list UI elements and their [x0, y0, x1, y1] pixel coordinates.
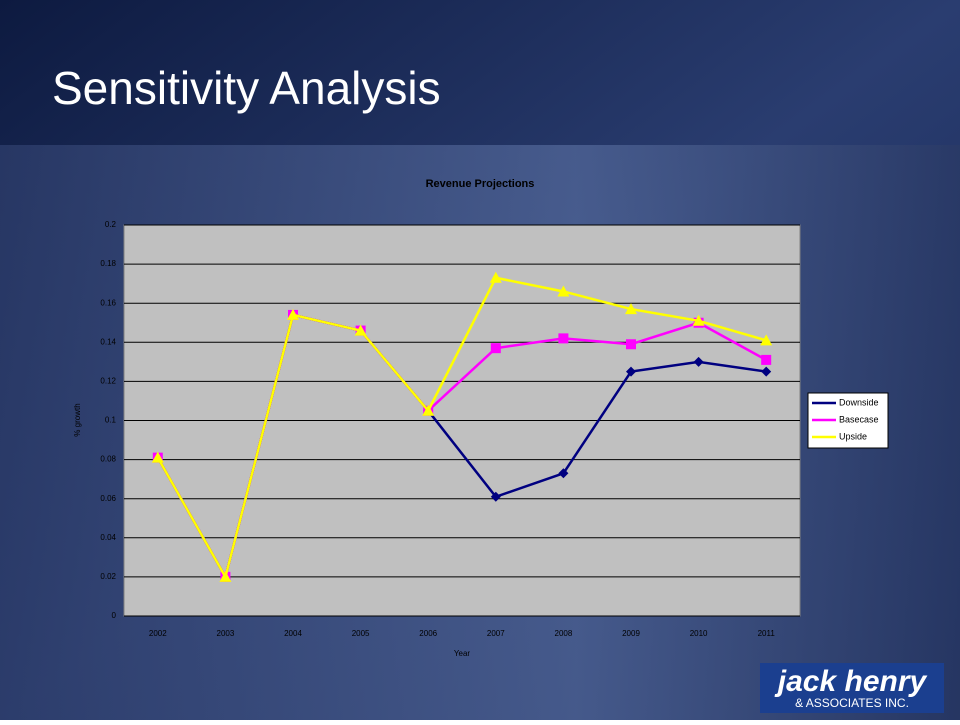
- marker: [558, 333, 569, 344]
- x-tick-label: 2009: [622, 629, 640, 638]
- x-tick-label: 2010: [690, 629, 708, 638]
- marker: [490, 491, 501, 502]
- x-tick-label: 2005: [352, 629, 370, 638]
- x-tick-label: 2011: [758, 629, 776, 638]
- y-tick-label: 0.02: [100, 572, 116, 581]
- marker: [354, 324, 367, 336]
- marker: [626, 366, 636, 377]
- y-tick-label: 0: [112, 611, 117, 620]
- y-axis-label: % growth: [73, 403, 82, 436]
- marker: [558, 468, 569, 479]
- y-tick-label: 0.06: [100, 494, 116, 503]
- y-tick-label: 0.08: [100, 455, 116, 464]
- marker: [557, 285, 570, 297]
- y-tick-label: 0.2: [105, 220, 117, 229]
- y-tick-label: 0.16: [100, 298, 116, 307]
- marker: [151, 451, 164, 463]
- x-tick-label: 2008: [555, 629, 573, 638]
- marker: [761, 366, 772, 377]
- series-line: [156, 276, 767, 581]
- y-tick-label: 0.14: [100, 337, 116, 346]
- y-tick-label: 0.12: [100, 377, 116, 386]
- marker: [287, 308, 299, 320]
- marker: [693, 356, 704, 367]
- slide-title: Sensitivity Analysis: [52, 62, 441, 114]
- logo-text: jack henry: [774, 665, 928, 698]
- x-tick-label: 2006: [419, 629, 437, 638]
- chart-title: Revenue Projections: [426, 178, 535, 190]
- marker: [761, 354, 772, 365]
- legend-label: Downside: [839, 397, 879, 407]
- legend-label: Upside: [839, 431, 867, 441]
- x-axis-label: Year: [454, 649, 471, 658]
- y-tick-label: 0.1: [105, 416, 117, 425]
- marker: [490, 343, 501, 354]
- y-tick-label: 0.18: [100, 259, 116, 268]
- marker: [625, 303, 637, 315]
- marker: [626, 339, 636, 350]
- logo-box: [760, 663, 944, 713]
- marker: [422, 404, 435, 416]
- marker: [489, 271, 502, 283]
- x-tick-label: 2002: [149, 629, 167, 638]
- logo-subtext: & ASSOCIATES INC.: [795, 696, 909, 710]
- marker: [219, 570, 232, 582]
- logo: jack henry & ASSOCIATES INC.: [760, 663, 944, 713]
- x-tick-label: 2004: [284, 629, 302, 638]
- marker: [760, 334, 773, 346]
- marker: [692, 314, 705, 326]
- legend: [807, 392, 889, 449]
- legend-label: Basecase: [839, 414, 879, 424]
- x-tick-label: 2007: [487, 629, 505, 638]
- x-tick-label: 2003: [217, 629, 235, 638]
- y-tick-label: 0.04: [100, 533, 116, 542]
